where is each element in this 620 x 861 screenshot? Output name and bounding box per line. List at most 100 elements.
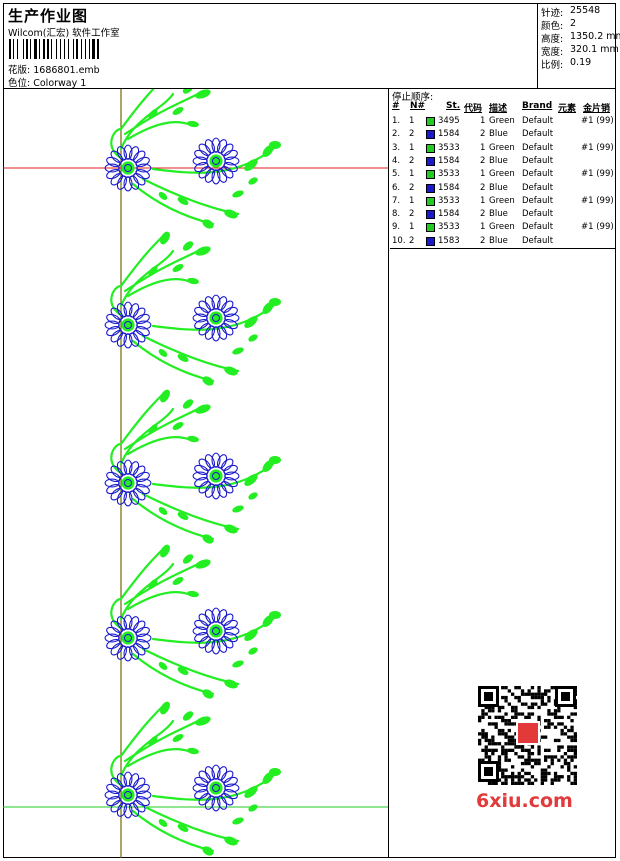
flower-motif bbox=[104, 389, 281, 544]
design-label: 花版: bbox=[8, 65, 31, 76]
row-index: 1. bbox=[392, 116, 401, 126]
col-index: # bbox=[392, 101, 400, 111]
row-code: 1584 bbox=[438, 129, 460, 140]
flower-motif bbox=[104, 89, 281, 229]
row-needle: 2 bbox=[409, 182, 415, 193]
row-needle: 2 bbox=[409, 129, 415, 140]
col-needle: N# bbox=[410, 101, 426, 111]
header: 生产作业图 Wilcom(汇宏) 软件工作室 花版: 1686801.emb 色… bbox=[3, 3, 620, 89]
table-row: 6. 2 1584 2 Blue Default bbox=[390, 182, 616, 195]
row-needle: 1 bbox=[409, 116, 415, 126]
col-stitches: St. bbox=[446, 101, 461, 111]
row-index: 2. bbox=[392, 129, 401, 140]
col-code: 代码 bbox=[464, 104, 483, 114]
row-brand: Default bbox=[522, 182, 554, 193]
row-brand: Default bbox=[522, 222, 554, 233]
row-desc: Green bbox=[489, 116, 515, 126]
row-desc: Green bbox=[489, 169, 515, 180]
row-desc: Blue bbox=[489, 155, 508, 166]
stat-width: 宽度: 320.1 mm bbox=[541, 44, 619, 58]
row-index: 10. bbox=[392, 235, 406, 246]
row-code: 3533 bbox=[438, 142, 460, 153]
row-code: 3533 bbox=[438, 195, 460, 206]
stat-height: 高度: 1350.2 mm bbox=[541, 31, 620, 45]
row-needle: 2 bbox=[409, 155, 415, 166]
row-desc: Blue bbox=[489, 182, 508, 193]
row-code: 1583 bbox=[438, 235, 460, 246]
colorway-info: 色位: Colorway 1 bbox=[8, 75, 86, 89]
software-subtitle: Wilcom(汇宏) 软件工作室 bbox=[8, 28, 120, 39]
row-brand: Default bbox=[522, 142, 554, 153]
row-brand: Default bbox=[522, 195, 554, 206]
row-stop: 1 bbox=[480, 195, 486, 206]
qr-image bbox=[472, 683, 582, 788]
design-preview bbox=[3, 89, 389, 858]
table-row: 2. 2 1584 2 Blue Default bbox=[390, 128, 616, 141]
table-row: 7. 1 3533 1 Green Default #1 (99) bbox=[390, 195, 616, 208]
sequence-heading: 停止顺序: bbox=[392, 92, 434, 103]
row-brand: Default bbox=[522, 155, 554, 166]
row-stop: 2 bbox=[480, 129, 486, 140]
table-row: 10. 2 1583 2 Blue Default bbox=[390, 235, 616, 248]
color-swatch bbox=[426, 117, 435, 126]
stat-colors: 颜色: 2 bbox=[541, 18, 577, 32]
page-frame bbox=[3, 3, 616, 858]
row-brand: Default bbox=[522, 129, 554, 140]
color-swatch bbox=[426, 170, 435, 180]
color-swatch bbox=[426, 130, 435, 140]
design-value: 1686801.emb bbox=[33, 65, 100, 76]
table-row: 3. 1 3533 1 Green Default #1 (99) bbox=[390, 142, 616, 155]
color-swatch bbox=[426, 143, 435, 153]
row-stop: 2 bbox=[480, 209, 486, 220]
row-stop: 2 bbox=[480, 155, 486, 166]
row-index: 9. bbox=[392, 222, 401, 233]
table-row: 8. 2 1584 2 Blue Default bbox=[390, 208, 616, 221]
col-brand: Brand bbox=[522, 101, 553, 111]
row-index: 5. bbox=[392, 169, 401, 180]
row-desc: Blue bbox=[489, 129, 508, 140]
color-swatch bbox=[426, 196, 435, 206]
row-code: 3533 bbox=[438, 222, 460, 233]
color-swatch bbox=[426, 236, 435, 246]
row-code: 1584 bbox=[438, 209, 460, 220]
row-code: 3533 bbox=[438, 169, 460, 180]
row-index: 3. bbox=[392, 142, 401, 153]
row-needle: 1 bbox=[409, 169, 415, 180]
row-brand: Default bbox=[522, 235, 554, 246]
row-needle: 1 bbox=[409, 195, 415, 206]
row-index: 4. bbox=[392, 155, 401, 166]
row-sequin: #1 (99) bbox=[581, 169, 614, 180]
flower-motif bbox=[104, 231, 281, 386]
color-swatch bbox=[426, 223, 435, 233]
row-desc: Green bbox=[489, 222, 515, 233]
row-desc: Blue bbox=[489, 209, 508, 220]
watermark: 6xiu.com bbox=[476, 790, 573, 812]
row-needle: 1 bbox=[409, 222, 415, 233]
flower-motif bbox=[104, 701, 281, 856]
row-stop: 1 bbox=[480, 142, 486, 153]
row-stop: 1 bbox=[480, 169, 486, 180]
row-stop: 2 bbox=[480, 182, 486, 193]
row-brand: Default bbox=[522, 116, 554, 126]
row-sequin: #1 (99) bbox=[581, 116, 614, 126]
row-code: 1584 bbox=[438, 182, 460, 193]
row-needle: 2 bbox=[409, 235, 415, 246]
row-brand: Default bbox=[522, 169, 554, 180]
row-code: 3495 bbox=[438, 116, 460, 126]
row-needle: 2 bbox=[409, 209, 415, 220]
row-sequin: #1 (99) bbox=[581, 142, 614, 153]
color-swatch bbox=[426, 210, 435, 220]
row-index: 8. bbox=[392, 209, 401, 220]
stat-stitches: 针迹: 25548 bbox=[541, 5, 601, 19]
table-row: 1. 1 3495 1 Green Default #1 (99) bbox=[390, 115, 616, 128]
colorway-value: Colorway 1 bbox=[33, 78, 87, 89]
row-stop: 1 bbox=[480, 222, 486, 233]
color-swatch bbox=[426, 183, 435, 193]
stop-sequence-table: 停止顺序: # N# St. 代码 描述 Brand 元素 金片销 1. 1 349… bbox=[390, 89, 616, 249]
row-code: 1584 bbox=[438, 155, 460, 166]
row-stop: 2 bbox=[480, 235, 486, 246]
design-info: 花版: 1686801.emb bbox=[8, 62, 100, 76]
flower-motif bbox=[104, 544, 281, 699]
stats-panel: 针迹: 25548 颜色: 2 高度: 1350.2 mm 宽度: 320.1 mm 比… bbox=[537, 3, 620, 88]
row-index: 7. bbox=[392, 195, 401, 206]
